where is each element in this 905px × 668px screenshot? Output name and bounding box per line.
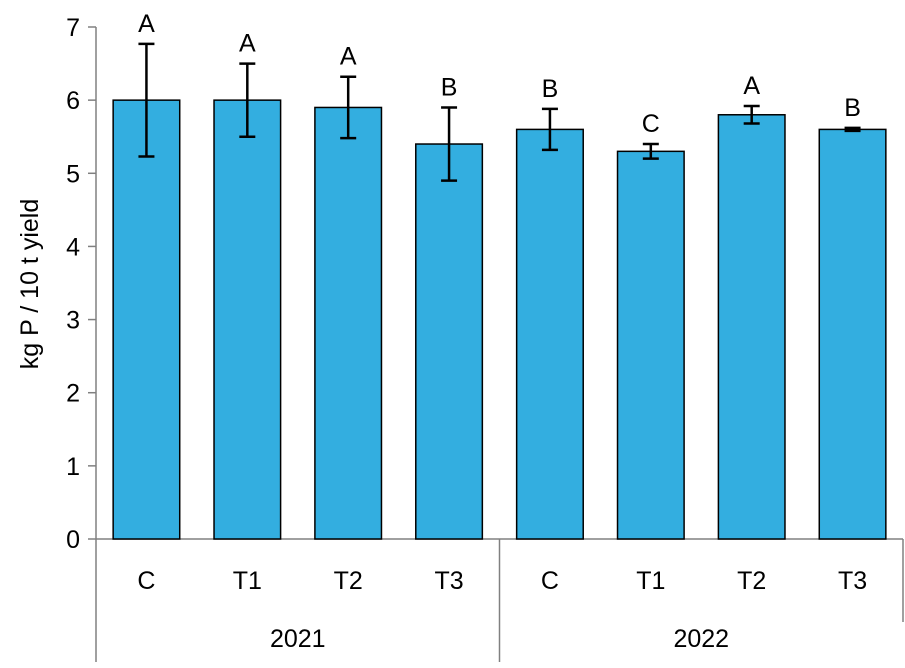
significance-letter: C <box>642 110 660 138</box>
y-tick-label: 5 <box>66 160 80 188</box>
y-tick-label: 2 <box>66 380 80 408</box>
bar <box>112 99 181 540</box>
bar <box>717 114 786 540</box>
x-tick-label: T1 <box>233 567 262 595</box>
x-tick-label: T3 <box>434 567 463 595</box>
x-tick-label: C <box>541 567 559 595</box>
significance-letter: B <box>441 73 458 101</box>
y-tick-label: 1 <box>66 453 80 481</box>
y-tick-label: 0 <box>66 526 80 554</box>
bars <box>112 99 887 540</box>
x-tick-label: T2 <box>334 567 363 595</box>
y-tick-label: 4 <box>66 233 80 261</box>
y-tick-label: 7 <box>66 14 80 42</box>
y-tick-label: 3 <box>66 307 80 335</box>
bar <box>818 128 887 540</box>
group-label: 2022 <box>673 625 729 653</box>
bar <box>515 128 584 540</box>
error-bars <box>138 42 861 182</box>
significance-letter: A <box>340 43 357 71</box>
significance-letter: A <box>743 72 760 100</box>
y-tick-label: 6 <box>66 87 80 115</box>
significance-letter: A <box>138 10 155 38</box>
y-axis-label: kg P / 10 t yield <box>16 199 44 369</box>
bar <box>314 106 383 540</box>
bar <box>616 150 685 540</box>
significance-letter: B <box>542 75 559 103</box>
significance-letter: A <box>239 30 256 58</box>
x-tick-label: C <box>137 567 155 595</box>
group-label: 2021 <box>270 625 326 653</box>
x-tick-label: T1 <box>636 567 665 595</box>
significance-letter: B <box>844 94 861 122</box>
chart-labels: 0 1 2 3 4 5 6 7 A C A T1 A T2 B T3 B C C T1 A T2 B T3 2021 2022 <box>66 10 867 653</box>
bar <box>213 99 282 540</box>
bar <box>415 143 484 540</box>
x-tick-label: T2 <box>737 567 766 595</box>
x-tick-label: T3 <box>838 567 867 595</box>
